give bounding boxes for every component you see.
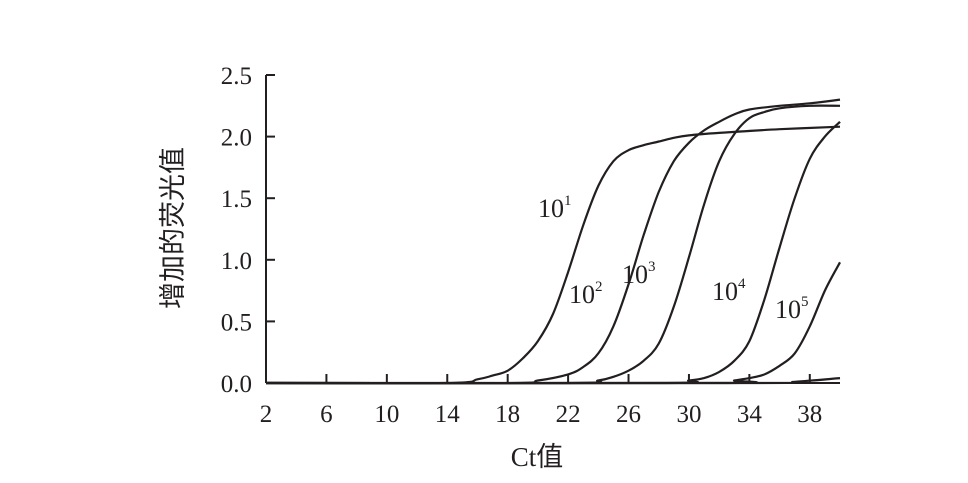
y-tick-label: 1.5 <box>221 186 252 213</box>
x-tick-label: 18 <box>495 401 520 428</box>
y-axis-title: 增加的荧光值 <box>158 147 188 309</box>
x-axis-title: Ct值 <box>511 442 564 472</box>
axes: 0.00.51.01.52.02.52 6 10 14 18 22 26 30 34 38 <box>221 63 840 428</box>
x-tick-label: 2 <box>260 401 273 428</box>
curves <box>265 98 841 385</box>
y-tick-label: 0.0 <box>221 371 252 398</box>
curve-label-3: 103 <box>622 259 656 289</box>
series-line-1 <box>265 125 841 385</box>
curve-labels: 101 102 103 104 105 <box>538 193 809 324</box>
y-tick-label: 1.0 <box>221 248 252 275</box>
y-tick-label: 2.5 <box>221 63 252 90</box>
curve-label-5: 105 <box>775 294 809 324</box>
curve-label-1: 101 <box>538 193 572 223</box>
curve-label-4: 104 <box>712 276 746 306</box>
series-line-4 <box>265 121 841 385</box>
x-tick-label: 10 <box>374 401 399 428</box>
x-tick-label: 38 <box>797 401 822 428</box>
series-line-5 <box>265 261 841 385</box>
y-tick-label: 0.5 <box>221 309 252 336</box>
series-line-6 <box>265 377 841 385</box>
series-line-2 <box>265 98 841 385</box>
y-tick-label: 2.0 <box>221 125 252 152</box>
x-tick-label: 14 <box>435 401 461 428</box>
series-line-3 <box>265 104 841 385</box>
x-tick-label: 22 <box>556 401 581 428</box>
x-tick-label: 26 <box>616 401 641 428</box>
x-tick-label: 6 <box>320 401 333 428</box>
x-tick-label: 34 <box>737 401 763 428</box>
curve-label-2: 102 <box>569 279 603 309</box>
x-tick-label: 30 <box>676 401 701 428</box>
